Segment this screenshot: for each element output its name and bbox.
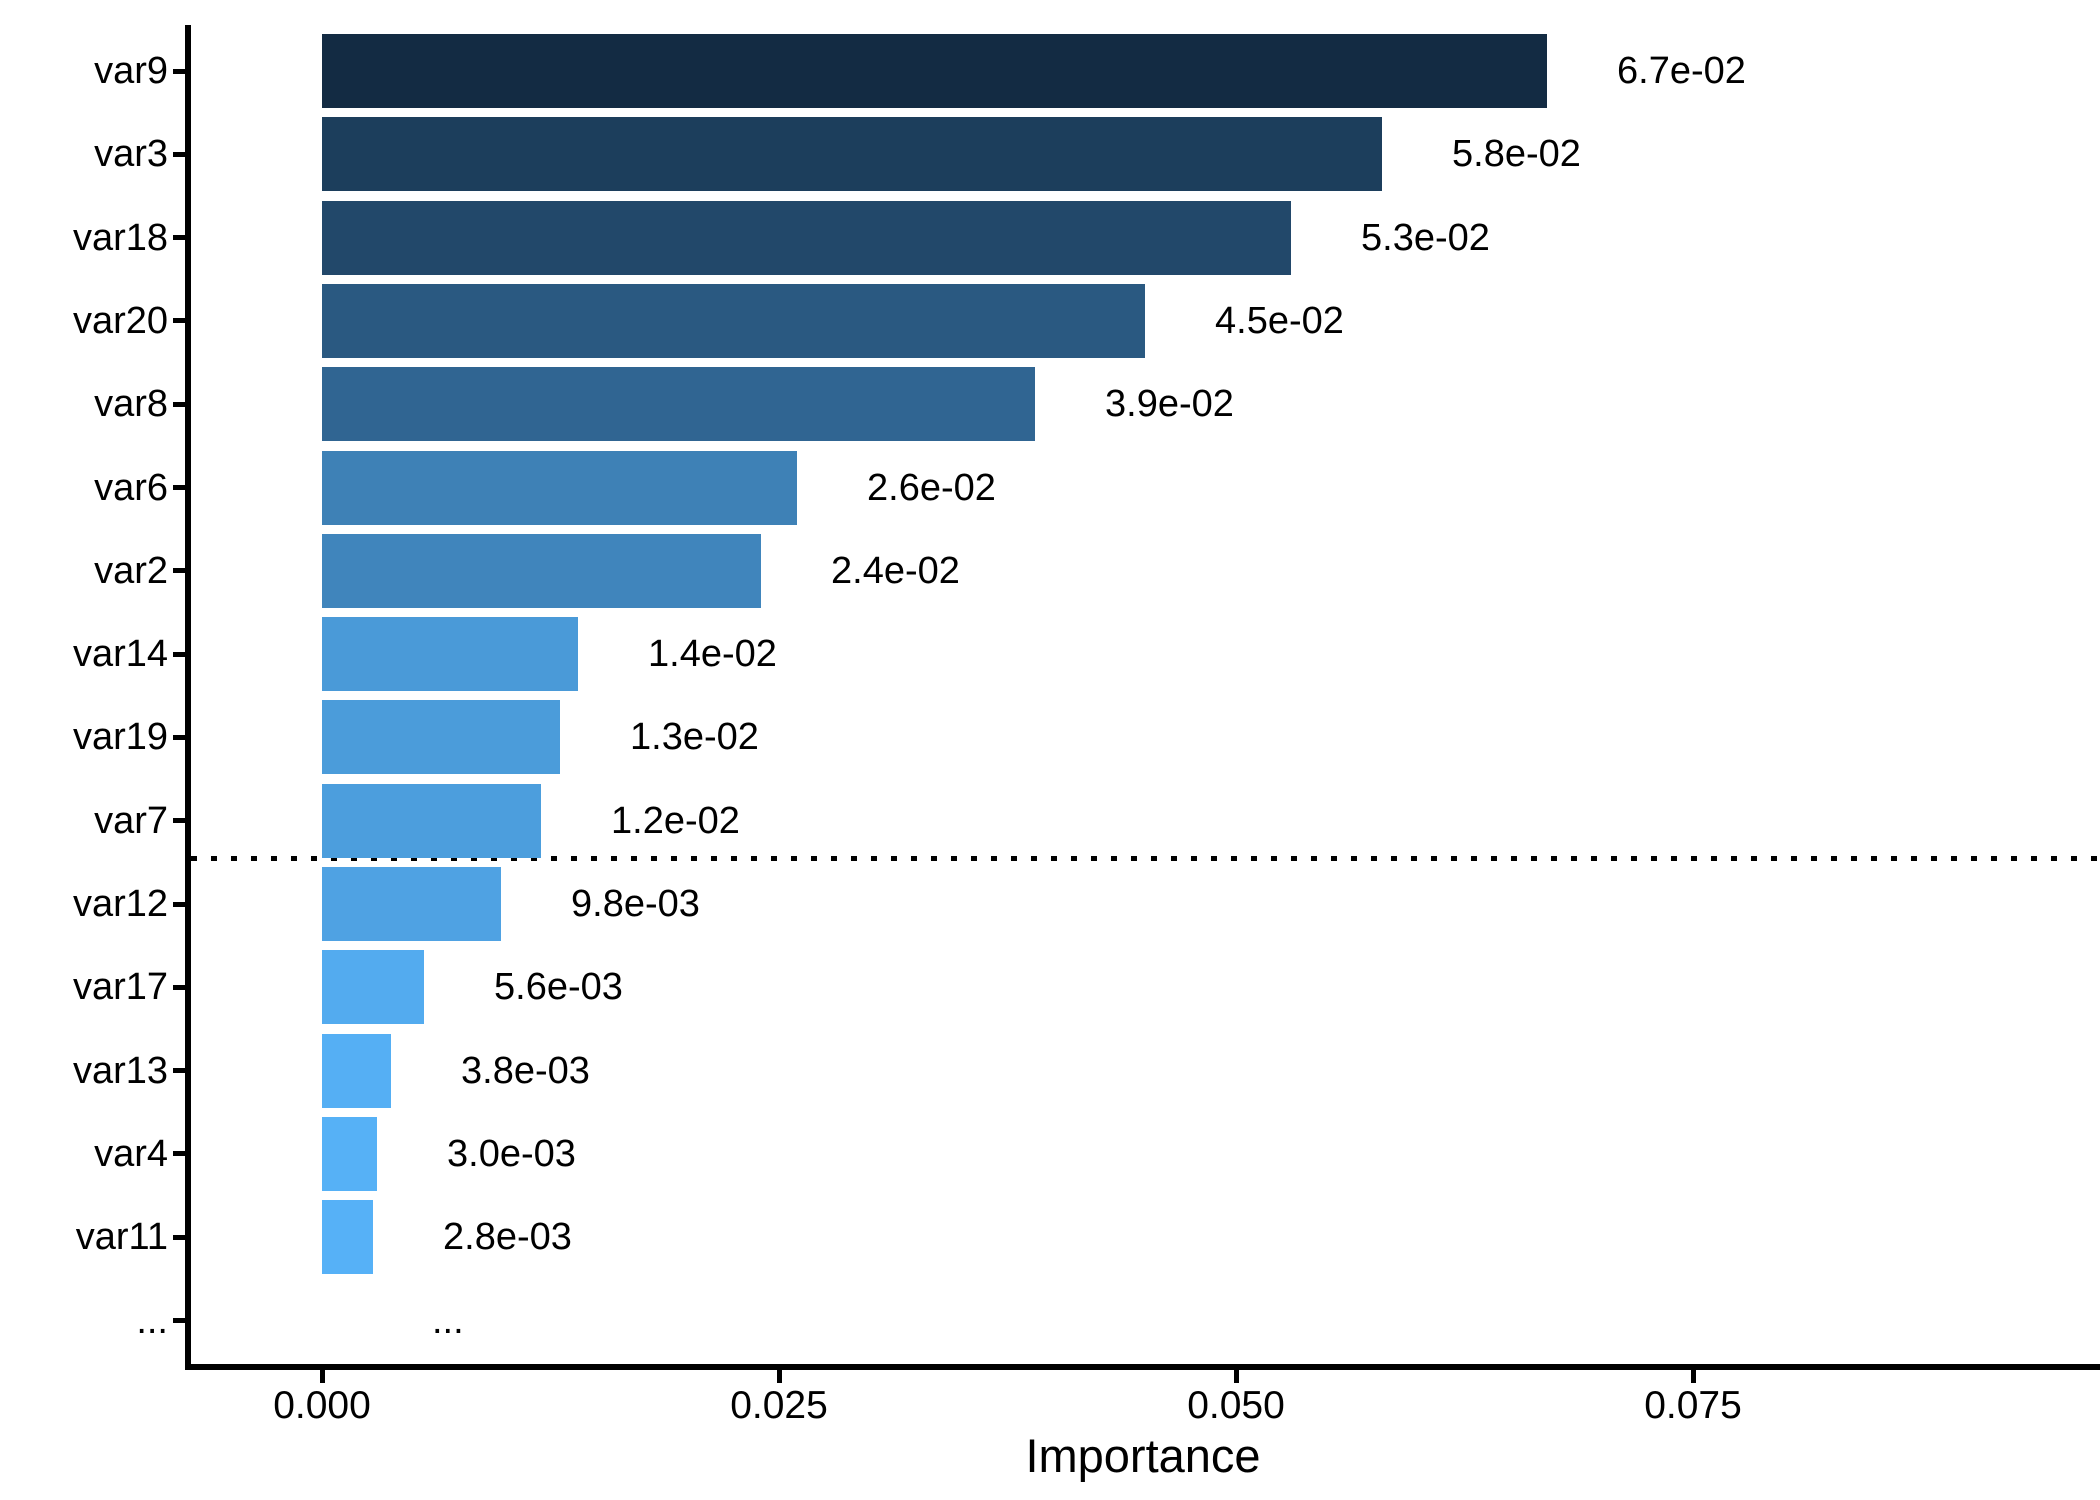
y-axis-category-label: var2 [94, 549, 168, 592]
y-tick-mark [173, 1151, 186, 1157]
y-axis-category-label: var17 [72, 966, 168, 1009]
y-axis-category-label: var19 [72, 716, 168, 759]
x-axis-line [185, 1364, 2100, 1370]
bar-value-label: 5.8e-02 [1452, 133, 1581, 176]
importance-bar [322, 867, 501, 941]
y-tick-mark [173, 568, 186, 574]
y-axis-category-label: var6 [94, 466, 168, 509]
bar-value-label: ... [432, 1299, 464, 1342]
y-tick-mark [173, 734, 186, 740]
x-tick-label: 0.050 [1187, 1384, 1285, 1427]
y-tick-mark [173, 1068, 186, 1074]
y-axis-line [185, 25, 191, 1370]
bar-value-label: 3.9e-02 [1105, 383, 1234, 426]
y-tick-mark [173, 984, 186, 990]
x-tick-mark [1233, 1370, 1239, 1383]
importance-bar [322, 283, 1145, 358]
bar-value-label: 4.5e-02 [1215, 299, 1344, 342]
importance-bar [322, 617, 578, 692]
y-axis-category-label: var14 [72, 633, 168, 676]
importance-bar [322, 700, 560, 775]
y-axis-category-label: var13 [72, 1049, 168, 1092]
importance-bar [322, 783, 541, 858]
x-tick-label: 0.075 [1644, 1384, 1742, 1427]
y-axis-category-label: var9 [94, 50, 168, 92]
importance-bar [322, 450, 797, 525]
y-tick-mark [173, 151, 186, 157]
y-tick-mark [173, 401, 186, 407]
importance-bar [322, 200, 1291, 275]
x-tick-mark [776, 1370, 782, 1383]
y-axis-category-label: var12 [72, 883, 168, 925]
bar-value-label: 5.6e-03 [494, 966, 623, 1009]
bar-value-label: 9.8e-03 [571, 883, 700, 925]
importance-bar [322, 950, 424, 1025]
y-axis-category-label: var8 [94, 383, 168, 426]
y-tick-mark [173, 1234, 186, 1240]
y-tick-mark [173, 485, 186, 490]
importance-bar [322, 117, 1382, 192]
y-tick-mark [173, 818, 186, 824]
threshold-dotted-line [191, 856, 2100, 861]
x-tick-mark [319, 1370, 325, 1383]
y-axis-category-label: ... [136, 1299, 168, 1342]
bar-value-label: 1.2e-02 [611, 799, 740, 842]
y-axis-category-label: var7 [94, 799, 168, 842]
y-tick-mark [173, 235, 186, 241]
importance-bar [322, 533, 761, 608]
y-axis-category-label: var11 [75, 1216, 168, 1259]
x-tick-mark [1690, 1370, 1696, 1383]
importance-bar [322, 34, 1547, 108]
y-axis-category-label: var4 [94, 1132, 168, 1175]
y-tick-mark [173, 68, 186, 74]
y-axis-category-label: var3 [94, 133, 168, 176]
bar-value-label: 1.3e-02 [630, 716, 759, 759]
bar-value-label: 3.8e-03 [461, 1049, 590, 1092]
x-tick-label: 0.000 [273, 1384, 371, 1427]
bar-value-label: 2.4e-02 [831, 549, 960, 592]
y-axis-category-label: var20 [72, 299, 168, 342]
bar-value-label: 5.3e-02 [1361, 216, 1490, 259]
importance-bar [322, 1033, 391, 1108]
importance-bar [322, 367, 1035, 442]
y-axis-category-label: var18 [72, 216, 168, 259]
bar-value-label: 1.4e-02 [648, 633, 777, 676]
y-tick-mark [173, 1318, 186, 1323]
bar-value-label: 2.6e-02 [867, 466, 996, 509]
x-tick-label: 0.025 [730, 1384, 828, 1427]
bar-value-label: 6.7e-02 [1617, 50, 1746, 92]
y-tick-mark [173, 901, 186, 907]
bar-value-label: 2.8e-03 [443, 1216, 572, 1259]
y-tick-mark [173, 318, 186, 324]
bar-value-label: 3.0e-03 [447, 1132, 576, 1175]
importance-bar [322, 1200, 373, 1275]
importance-bar [322, 1116, 377, 1191]
x-axis-title: Importance [1025, 1429, 1261, 1482]
y-tick-mark [173, 651, 186, 657]
